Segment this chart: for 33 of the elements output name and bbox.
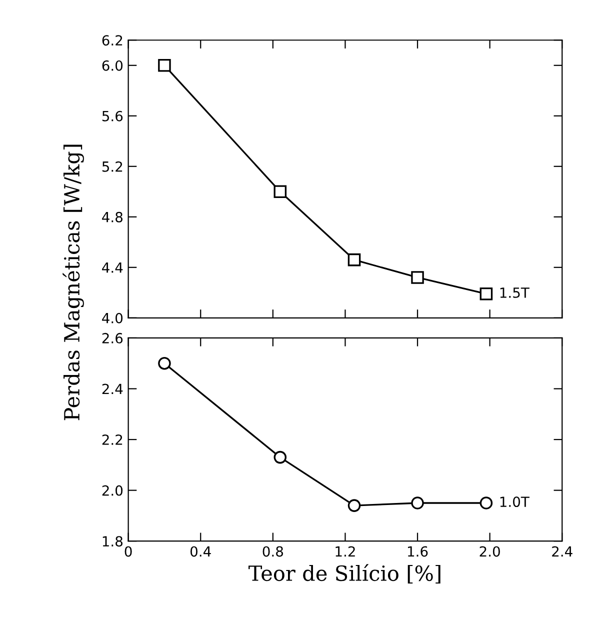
point	[348, 499, 361, 512]
series-label: 1.5T	[500, 288, 530, 298]
y-tick-label: 5.6	[102, 110, 123, 122]
x-tick-label: 1.2	[336, 546, 355, 557]
y-axis-title: Perdas Magnéticas [W/kg]	[62, 144, 84, 420]
y-tick-label: 2.0	[102, 485, 123, 496]
y-tick-label: 2.2	[102, 434, 122, 445]
y-tick-label: 2.4	[102, 384, 123, 394]
y-tick-label: 4.0	[102, 312, 123, 324]
x-axis-title: Teor de Silício [%]	[248, 564, 440, 584]
x-tick-label: 2.4	[552, 546, 572, 557]
y-tick-label: 2.6	[102, 332, 123, 344]
point	[158, 356, 171, 370]
x-tick-label: 0.8	[262, 546, 284, 557]
y-tick-label: 6.0	[102, 60, 123, 71]
x-tick-label: 2.0	[480, 546, 500, 557]
point	[274, 185, 287, 198]
y-tick-label: 6.2	[102, 35, 122, 46]
y-tick-label: 4.8	[102, 212, 122, 222]
point	[411, 496, 424, 510]
series-label: 1.0T	[500, 496, 530, 508]
point	[274, 450, 287, 464]
y-tick-label: 4.4	[102, 262, 123, 273]
x-tick-label: 0.4	[190, 546, 211, 557]
point	[411, 271, 424, 284]
point	[158, 58, 171, 72]
point	[480, 288, 493, 300]
x-tick-label: 1.6	[408, 546, 428, 557]
y-tick-label: 1.8	[102, 536, 122, 547]
point	[348, 253, 361, 266]
x-tick-label: 0	[124, 546, 132, 557]
point	[480, 496, 493, 510]
y-tick-label: 5.2	[102, 161, 122, 172]
